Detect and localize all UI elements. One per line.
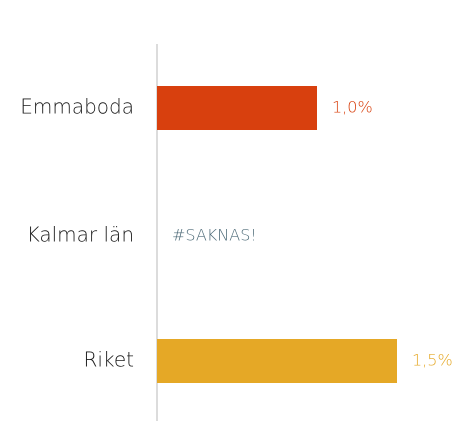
bar — [157, 86, 317, 130]
bar — [157, 339, 397, 383]
category-label: Kalmar län — [27, 223, 134, 247]
value-label: #SAKNAS! — [172, 226, 257, 245]
value-label: 1,5% — [412, 351, 452, 370]
category-label: Riket — [84, 348, 134, 372]
category-label: Emmaboda — [20, 95, 134, 119]
value-label: 1,0% — [332, 98, 373, 117]
